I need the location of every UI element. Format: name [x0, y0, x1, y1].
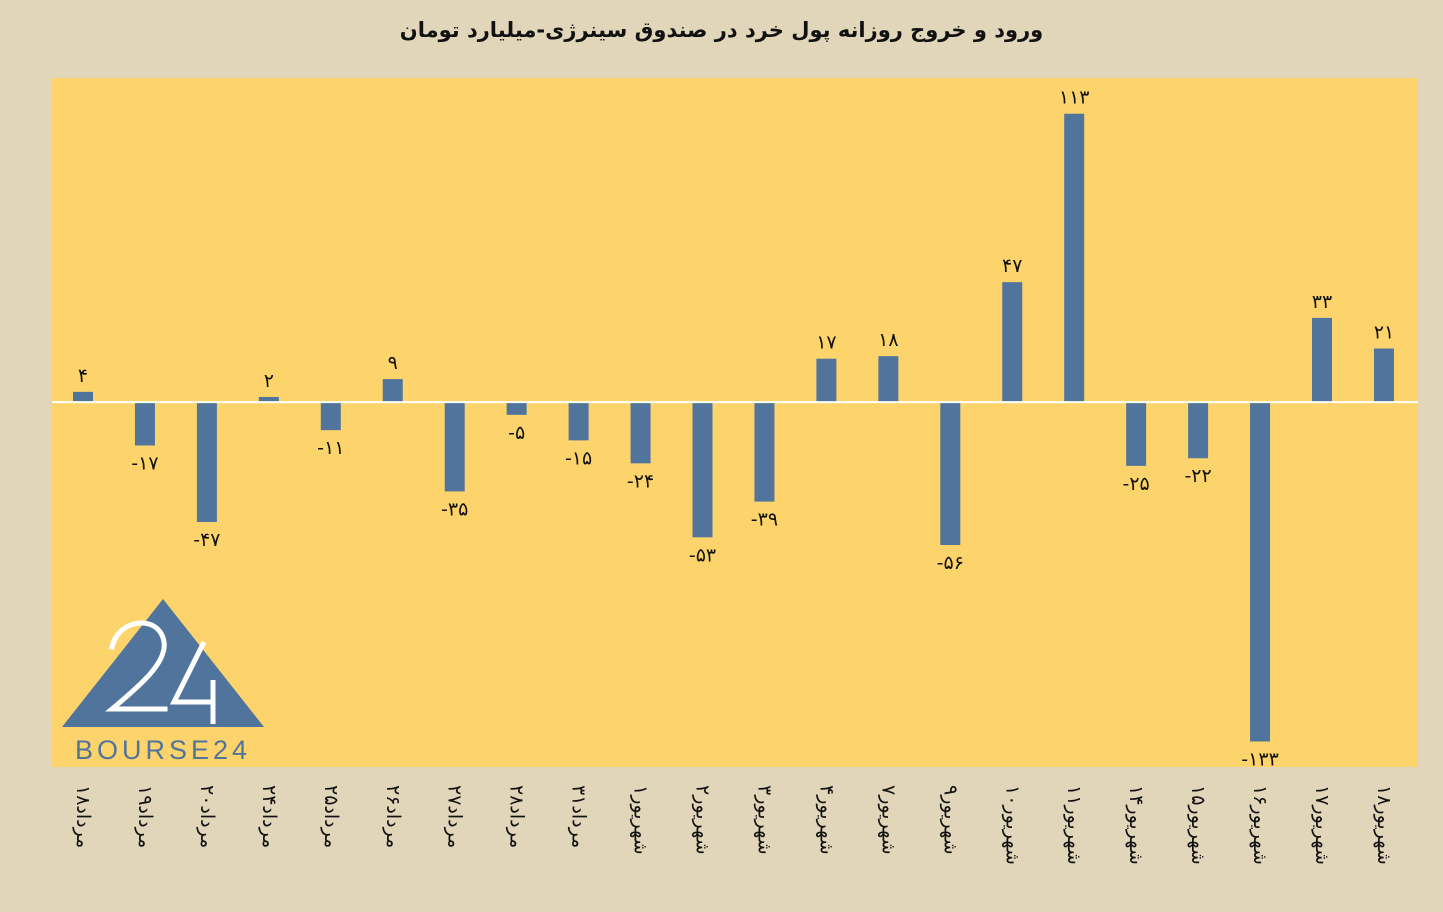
data-label: ۹	[388, 352, 398, 374]
tick-label: ۲۷مرداد	[444, 785, 466, 848]
bar	[568, 402, 589, 441]
tick-label: ۳۱مرداد	[568, 785, 590, 848]
value-labels-group: ۴ -۱۷ -۴۷ ۲ -۱۱ ۹ -۳۵ -۵ -۱۵ -۲۴ -۵۳ -۳۹ ۱۷ ۱۸ -۵۶ ۴۷ ۱۱…	[78, 87, 1394, 771]
tick-label: ۱۸شهریور	[1373, 785, 1395, 865]
bar	[1312, 317, 1332, 403]
data-label: -۵	[508, 422, 525, 444]
tick-label: ۱۷شهریور	[1311, 785, 1333, 865]
logo-wordmark: BOURSE24	[75, 735, 251, 765]
tick-label: ۱۱شهریور	[1063, 785, 1085, 865]
tick-label: ۷شهریور	[877, 785, 899, 855]
data-label: -۴۷	[193, 529, 220, 551]
tick-label: ۱۹مرداد	[134, 785, 156, 848]
logo-mark-4	[169, 640, 216, 724]
bar	[754, 402, 775, 502]
category-labels-group: ۱۸مرداد ۱۹مرداد ۲۰مرداد ۲۴مرداد ۲۵مرداد ۲۶مرد…	[72, 785, 1395, 865]
data-label: -۱۳۳	[1241, 748, 1278, 770]
tick-label: ۹شهریور	[939, 785, 961, 855]
tick-label: ۳شهریور	[753, 785, 775, 855]
bar	[382, 379, 403, 403]
tick-label: ۲۰مرداد	[196, 785, 218, 848]
bourse24-logo: BOURSE24	[62, 599, 264, 765]
bar	[196, 402, 217, 523]
tick-label: ۴شهریور	[815, 785, 837, 855]
bar	[134, 402, 155, 446]
tick-label: ۲۸مرداد	[506, 785, 528, 848]
bar	[1064, 113, 1085, 403]
bar	[630, 402, 651, 464]
data-label: -۲۴	[627, 470, 654, 492]
tick-label: ۱۶شهریور	[1249, 785, 1271, 865]
logo-mark-2	[105, 620, 168, 712]
tick-label: ۱۰شهریور	[1001, 785, 1023, 865]
data-label: ۳۳	[1312, 291, 1332, 313]
bar	[1126, 402, 1147, 466]
bar	[1250, 402, 1271, 742]
data-label: ۱۱۳	[1059, 87, 1090, 109]
data-label: ۲۱	[1374, 321, 1394, 343]
bar	[1373, 348, 1394, 403]
tick-label: ۱شهریور	[630, 785, 652, 855]
data-label: ۴۷	[1002, 255, 1022, 277]
tick-label: ۱۸مرداد	[72, 785, 94, 848]
data-label: ۲	[264, 370, 274, 392]
bar	[506, 402, 527, 415]
chart-title: ورود و خروج روزانه پول خرد در صندوق سینر…	[399, 18, 1044, 42]
bar	[816, 358, 837, 403]
plot-area	[52, 78, 1418, 767]
bar	[878, 356, 899, 403]
tick-label: ۱۴شهریور	[1125, 785, 1147, 865]
bar	[320, 402, 341, 431]
data-label: -۲۵	[1123, 473, 1150, 495]
tick-label: ۲۴مرداد	[258, 785, 280, 848]
data-label: ۱۸	[878, 329, 898, 351]
bars-group	[73, 113, 1394, 742]
tick-label: ۲شهریور	[692, 785, 714, 855]
tick-label: ۲۶مرداد	[382, 785, 404, 848]
bar	[73, 391, 93, 403]
data-label: ۴	[78, 365, 88, 387]
data-label: -۵۶	[937, 552, 964, 574]
bar	[940, 402, 961, 545]
bar	[1188, 402, 1209, 459]
data-label: -۱۱	[317, 437, 344, 459]
data-label: ۱۷	[816, 332, 836, 354]
data-label: -۳۹	[751, 509, 778, 531]
data-label: -۲۲	[1184, 465, 1211, 487]
bar	[444, 402, 465, 492]
bar	[1002, 282, 1023, 403]
data-label: -۱۷	[131, 452, 158, 474]
data-label: -۳۵	[441, 498, 468, 520]
tick-label: ۲۵مرداد	[320, 785, 342, 848]
bar	[258, 396, 279, 403]
data-label: -۱۵	[565, 447, 592, 469]
data-label: -۵۳	[689, 544, 716, 566]
tick-label: ۱۵شهریور	[1187, 785, 1209, 865]
bar	[692, 402, 713, 538]
